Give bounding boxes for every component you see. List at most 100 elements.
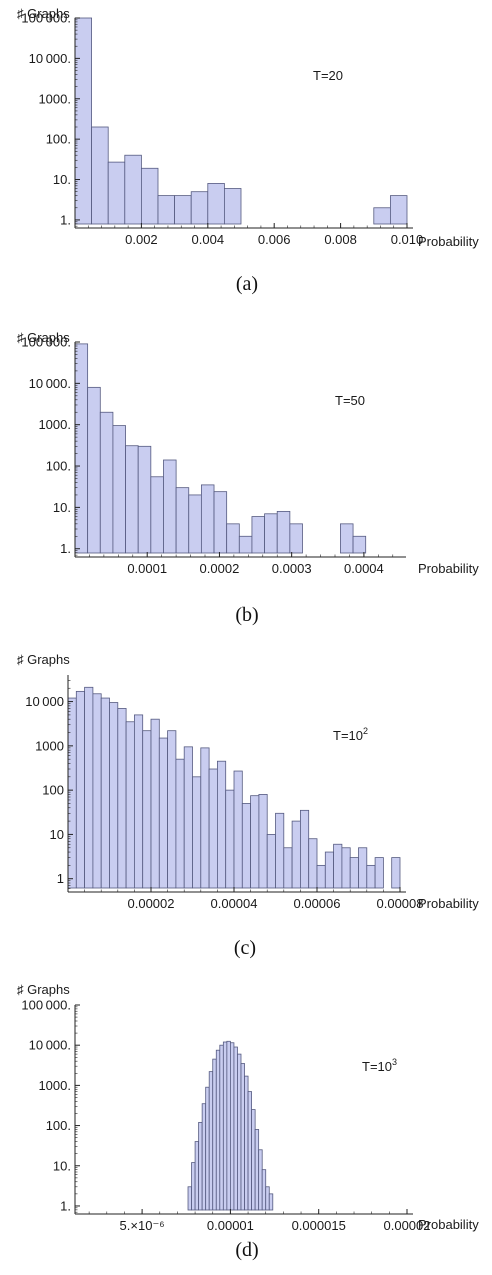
annotation-text: T=10 — [362, 1059, 392, 1074]
histogram-bar — [265, 1186, 270, 1211]
histogram-bar — [175, 758, 185, 889]
x-axis-title: Probability — [418, 1217, 479, 1232]
histogram-bar — [198, 1121, 203, 1211]
x-tick-label: 0.00002 — [128, 896, 175, 911]
histogram-bar — [233, 1046, 238, 1211]
annotation-text: T=10 — [333, 728, 363, 743]
histogram-bar — [158, 737, 169, 889]
histogram-bar — [207, 183, 225, 225]
y-tick-label: 100. — [46, 1118, 71, 1133]
histogram-bar — [213, 491, 228, 554]
histogram-bar — [225, 789, 235, 889]
histogram-bar — [250, 795, 260, 889]
series-annotation: T=103 — [362, 1057, 397, 1074]
x-tick-label: 0.000015 — [292, 1218, 346, 1233]
histogram-bar — [349, 857, 359, 889]
histogram-bar — [84, 686, 94, 889]
annotation-superscript: 3 — [392, 1057, 397, 1067]
histogram-bar — [289, 523, 303, 554]
histogram-bar — [316, 864, 326, 889]
histogram-bar — [391, 857, 401, 889]
histogram-bar — [333, 843, 343, 889]
histogram-bar — [258, 1149, 263, 1211]
histogram-bar — [75, 690, 86, 889]
y-tick-label: 10 000. — [29, 51, 71, 66]
histogram-bar — [258, 794, 268, 889]
histogram-bar — [251, 1109, 256, 1211]
histogram-bar — [190, 191, 209, 225]
histogram-bar — [117, 708, 127, 889]
y-axis-title: ♯ Graphs — [17, 330, 70, 345]
panel-caption: (c) — [234, 937, 256, 959]
x-axis-title: Probability — [418, 234, 479, 249]
histogram-bar — [358, 847, 368, 889]
x-tick-label: 0.00006 — [294, 896, 341, 911]
histogram-bar — [150, 476, 164, 554]
y-tick-label: 10 000. — [29, 376, 71, 391]
histogram-bar — [226, 1040, 231, 1211]
panel-caption: (b) — [235, 604, 258, 626]
histogram-bar — [175, 487, 190, 554]
histogram-bar — [200, 747, 210, 889]
series-annotation: T=102 — [333, 726, 368, 743]
histogram-bar — [87, 386, 101, 554]
histogram-bar — [247, 1091, 252, 1211]
y-tick-label: 100. — [46, 459, 71, 474]
y-tick-label: 100 000. — [21, 335, 71, 350]
histogram-bar — [142, 730, 152, 889]
histogram-bar — [157, 195, 176, 225]
histogram-bar — [67, 697, 77, 889]
histogram-bar — [229, 1042, 235, 1211]
y-tick-label: 1000. — [38, 91, 71, 106]
histogram-bar — [174, 195, 192, 225]
histogram-bar — [352, 535, 367, 554]
y-tick-label: 1000 — [35, 738, 64, 753]
histogram-bar — [275, 812, 285, 889]
x-tick-label: 0.0004 — [344, 561, 384, 576]
x-tick-label: 0.0001 — [127, 561, 167, 576]
histogram-bar — [100, 697, 110, 889]
x-tick-label: 0.00001 — [207, 1218, 254, 1233]
histogram-bar — [188, 494, 202, 554]
x-tick-label: 0.00002 — [384, 1218, 431, 1233]
y-tick-label: 10 — [50, 827, 64, 842]
y-tick-label: 1. — [60, 541, 71, 556]
x-tick-label: 0.006 — [258, 232, 291, 247]
y-tick-label: 10 000. — [29, 1038, 71, 1053]
histogram-bar — [112, 425, 126, 554]
histogram-bar — [201, 1103, 207, 1211]
histogram-bar — [109, 702, 119, 889]
y-tick-label: 10. — [53, 172, 71, 187]
histogram-bar — [150, 718, 160, 889]
histogram-bar — [324, 851, 334, 889]
histogram-bar — [74, 343, 89, 554]
histogram-bar — [266, 834, 276, 889]
y-tick-label: 1 — [57, 871, 64, 886]
x-tick-label: 0.004 — [192, 232, 225, 247]
y-tick-label: 100 000. — [21, 11, 71, 26]
histogram-bar — [187, 1186, 192, 1211]
histogram-bar — [261, 1169, 267, 1211]
x-tick-label: 0.00008 — [377, 896, 424, 911]
histogram-bar — [223, 188, 242, 225]
y-tick-label: 100 000. — [21, 998, 71, 1013]
histogram-bar — [389, 195, 408, 225]
histogram-bar — [299, 809, 310, 889]
histogram-bar — [264, 513, 278, 554]
histogram-bar — [91, 126, 109, 225]
histogram-bar — [251, 516, 265, 554]
histogram-bar — [216, 760, 227, 889]
histogram-bar — [133, 714, 144, 889]
panel-caption: (a) — [236, 273, 258, 295]
y-axis-title: ♯ Graphs — [17, 652, 70, 667]
histogram-bar — [340, 523, 354, 554]
histogram-bar — [268, 1193, 274, 1211]
y-tick-label: 10. — [53, 1158, 71, 1173]
y-tick-label: 10. — [53, 500, 71, 515]
histogram-bar — [125, 445, 139, 554]
histogram-bar — [183, 746, 193, 889]
x-tick-label: 0.010 — [391, 232, 424, 247]
histogram-bar — [205, 1086, 210, 1211]
series-annotation: T=50 — [335, 393, 365, 408]
